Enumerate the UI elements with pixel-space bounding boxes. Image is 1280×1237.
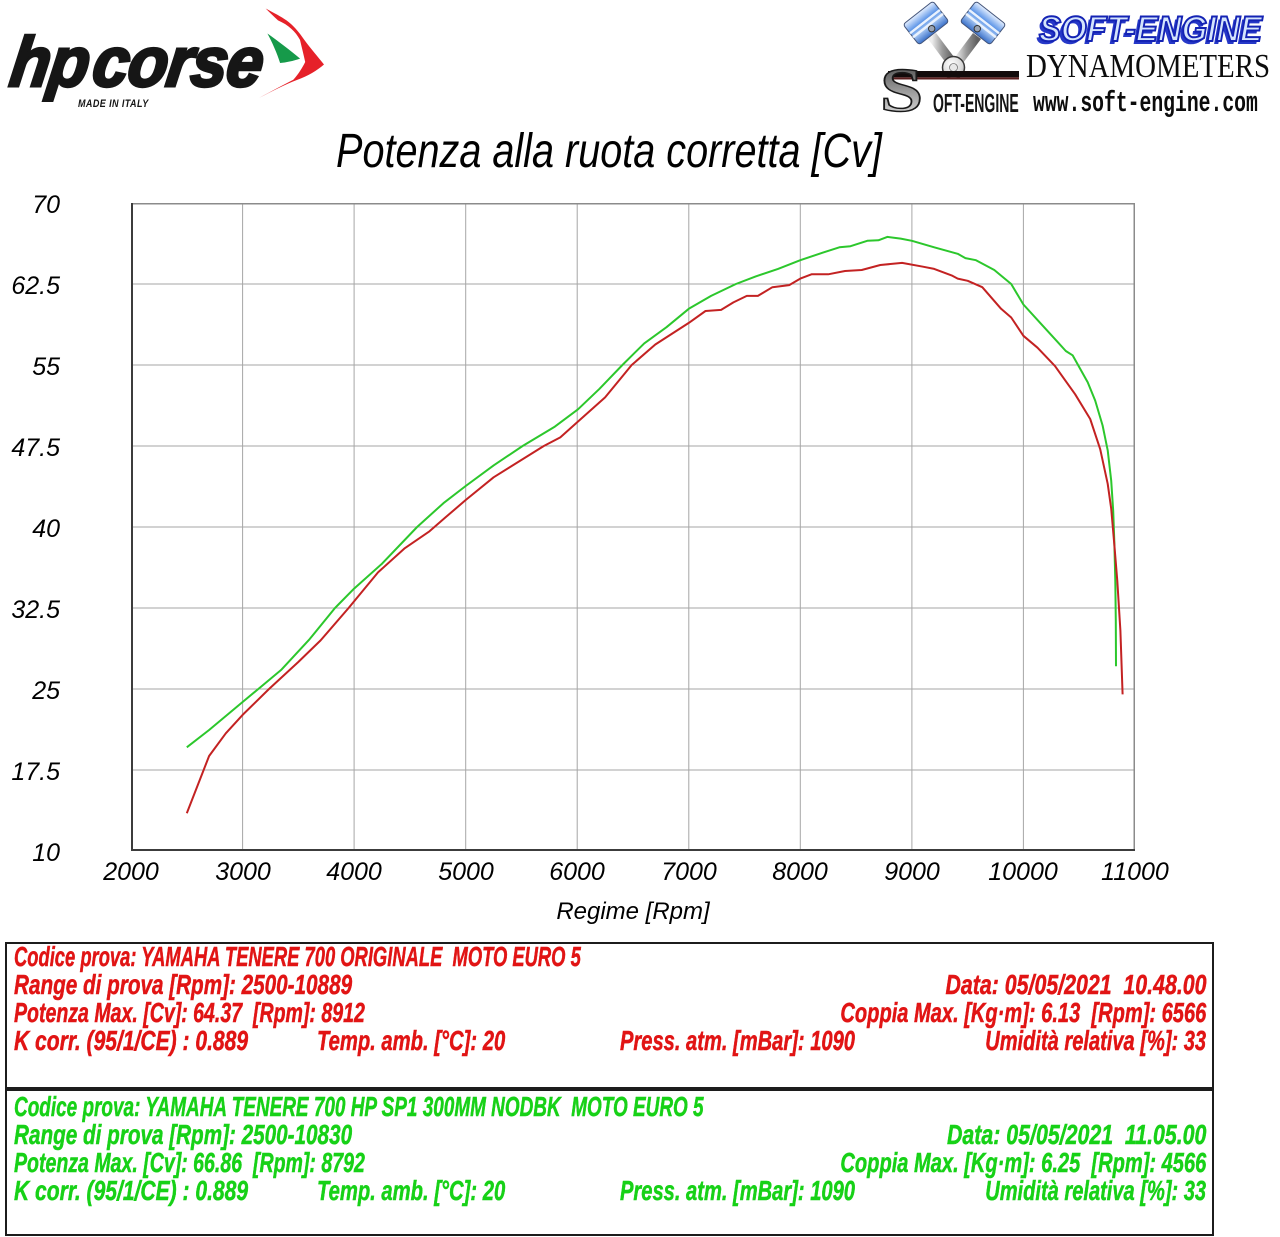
svg-text:S: S [880,56,923,120]
svg-text:OFT-ENGINE: OFT-ENGINE [933,90,1019,119]
